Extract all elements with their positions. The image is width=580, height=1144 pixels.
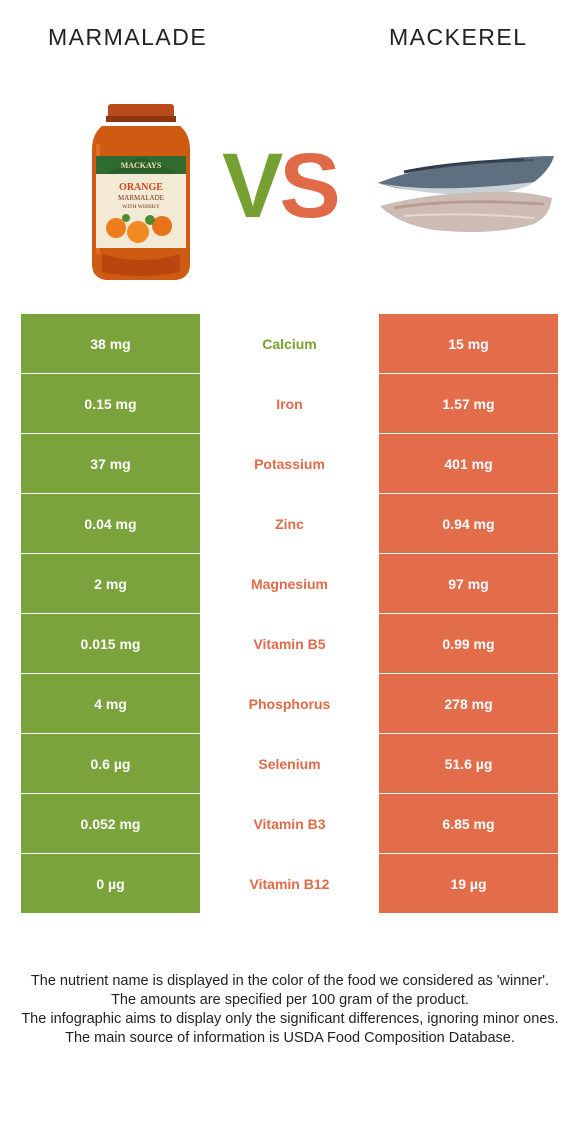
table-row: 37 mg Potassium 401 mg <box>21 434 558 493</box>
nutrient-name: Selenium <box>200 734 379 793</box>
jar-brand-text: MACKAYS <box>121 161 162 170</box>
marmalade-value: 0.052 mg <box>21 794 200 853</box>
vs-s-letter: S <box>279 135 340 237</box>
jar-line3-text: WITH WHISKY <box>122 204 160 210</box>
nutrient-name: Potassium <box>200 434 379 493</box>
table-row: 0 µg Vitamin B12 19 µg <box>21 854 558 913</box>
marmalade-value: 0 µg <box>21 854 200 913</box>
marmalade-value: 0.15 mg <box>21 374 200 433</box>
marmalade-value: 0.04 mg <box>21 494 200 553</box>
nutrient-name: Iron <box>200 374 379 433</box>
nutrient-name: Vitamin B3 <box>200 794 379 853</box>
marmalade-value: 2 mg <box>21 554 200 613</box>
table-row: 4 mg Phosphorus 278 mg <box>21 674 558 733</box>
footnote-line: The infographic aims to display only the… <box>21 1011 559 1027</box>
marmalade-value: 0.015 mg <box>21 614 200 673</box>
table-row: 2 mg Magnesium 97 mg <box>21 554 558 613</box>
marmalade-value: 37 mg <box>21 434 200 493</box>
marmalade-value: 0.6 µg <box>21 734 200 793</box>
jar-line2-text: MARMALADE <box>118 194 164 202</box>
mackerel-fillet-image <box>378 156 554 232</box>
mackerel-value: 97 mg <box>379 554 558 613</box>
table-row: 0.6 µg Selenium 51.6 µg <box>21 734 558 793</box>
nutrient-name: Magnesium <box>200 554 379 613</box>
table-row: 0.052 mg Vitamin B3 6.85 mg <box>21 794 558 853</box>
mackerel-value: 401 mg <box>379 434 558 493</box>
jar-line1-text: ORANGE <box>119 182 163 193</box>
mackerel-value: 19 µg <box>379 854 558 913</box>
mackerel-value: 15 mg <box>379 314 558 373</box>
table-row: 0.015 mg Vitamin B5 0.99 mg <box>21 614 558 673</box>
footnote-line: The amounts are specified per 100 gram o… <box>111 992 469 1008</box>
right-food-title: MACKEREL <box>389 24 528 50</box>
footnote-line: The nutrient name is displayed in the co… <box>30 973 550 989</box>
table-row: 0.04 mg Zinc 0.94 mg <box>21 494 558 553</box>
nutrient-name: Vitamin B5 <box>200 614 379 673</box>
nutrient-name: Calcium <box>200 314 379 373</box>
nutrient-comparison-table: 38 mg Calcium 15 mg 0.15 mg Iron 1.57 mg 37 mg… <box>21 314 558 914</box>
left-food-title: MARMALADE <box>48 24 208 50</box>
mackerel-value: 0.94 mg <box>379 494 558 553</box>
mackerel-value: 51.6 µg <box>379 734 558 793</box>
mackerel-value: 0.99 mg <box>379 614 558 673</box>
footnotes: The nutrient name is displayed in the co… <box>18 972 562 1048</box>
nutrient-name: Vitamin B12 <box>200 854 379 913</box>
marmalade-value: 38 mg <box>21 314 200 373</box>
table-row: 0.15 mg Iron 1.57 mg <box>21 374 558 433</box>
mackerel-value: 6.85 mg <box>379 794 558 853</box>
vs-label: VS <box>222 140 341 232</box>
marmalade-value: 4 mg <box>21 674 200 733</box>
mackerel-value: 278 mg <box>379 674 558 733</box>
nutrient-name: Phosphorus <box>200 674 379 733</box>
vs-v-letter: V <box>222 135 283 237</box>
nutrient-name: Zinc <box>200 494 379 553</box>
footnote-line: The main source of information is USDA F… <box>65 1030 515 1046</box>
marmalade-jar-image: MACKAYS ORANGE MARMALADE WITH WHISKY <box>92 104 190 280</box>
table-row: 38 mg Calcium 15 mg <box>21 314 558 373</box>
mackerel-value: 1.57 mg <box>379 374 558 433</box>
